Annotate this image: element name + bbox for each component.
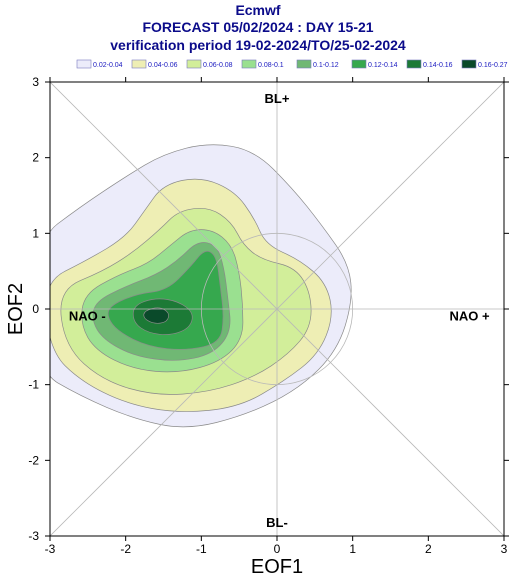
- guide-lines: [50, 82, 504, 536]
- legend-label: 0.08-0.1: [258, 62, 284, 69]
- density-contours: [50, 144, 352, 428]
- x-tick-label: 2: [425, 542, 432, 556]
- y-tick-label: 3: [32, 75, 39, 89]
- legend-label: 0.14-0.16: [423, 62, 453, 69]
- legend-swatch: [186, 59, 202, 69]
- x-tick-label: 0: [274, 542, 281, 556]
- legend-swatch: [461, 59, 477, 69]
- x-tick-label: 3: [501, 542, 508, 556]
- regime-label-bl-plus: BL+: [265, 91, 290, 106]
- regime-label-nao-plus: NAO +: [450, 308, 491, 323]
- y-tick-label: 2: [32, 151, 39, 165]
- chart-forecast-title: FORECAST 05/02/2024 : DAY 15-21: [142, 19, 374, 35]
- x-tick-label: 1: [349, 542, 356, 556]
- x-tick-label: -3: [45, 542, 56, 556]
- legend-swatch: [351, 59, 367, 69]
- legend-swatch: [241, 59, 257, 69]
- y-tick-label: 0: [32, 302, 39, 316]
- chart-source: Ecmwf: [235, 2, 281, 18]
- axis-ticks: -3 -2 -1 0 1 2 3 3 2 1 0 -1 -2 -3: [28, 75, 509, 556]
- legend-label: 0.16-0.27: [478, 62, 508, 69]
- legend-swatch: [76, 59, 92, 69]
- legend-label: 0.1-0.12: [313, 62, 339, 69]
- y-tick-label: -2: [28, 453, 39, 467]
- unit-circle: [200, 232, 354, 386]
- y-tick-label: -3: [28, 529, 39, 543]
- legend-swatch: [296, 59, 312, 69]
- y-axis-label: EOF2: [5, 283, 27, 335]
- legend-label: 0.12-0.14: [368, 62, 398, 69]
- legend-label: 0.04-0.06: [148, 62, 178, 69]
- legend-label: 0.06-0.08: [203, 62, 233, 69]
- legend-swatch: [131, 59, 147, 69]
- y-tick-label: -1: [28, 378, 39, 392]
- regime-label-nao-minus: NAO -: [69, 308, 106, 323]
- x-tick-label: -2: [120, 542, 131, 556]
- y-tick-label: 1: [32, 226, 39, 240]
- chart-verification-title: verification period 19-02-2024/TO/25-02-…: [110, 37, 406, 53]
- legend-swatch: [406, 59, 422, 69]
- regime-label-bl-minus: BL-: [266, 515, 288, 530]
- x-axis-label: EOF1: [251, 556, 303, 578]
- legend-label: 0.02-0.04: [93, 62, 123, 69]
- x-tick-label: -1: [196, 542, 207, 556]
- legend: 0.02-0.04 0.04-0.06 0.06-0.08 0.08-0.1 0.1-0…: [76, 59, 508, 69]
- regime-labels: BL+ BL- NAO - NAO +: [69, 91, 490, 530]
